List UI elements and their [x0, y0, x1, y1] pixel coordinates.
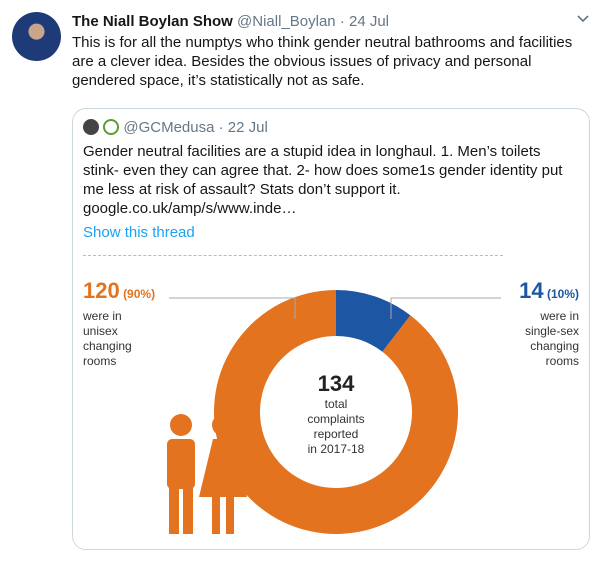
- center-label-line: complaints: [307, 412, 365, 426]
- chart-image[interactable]: 120 (90%) were in unisex changing rooms …: [73, 249, 589, 549]
- donut-segment: [214, 290, 458, 534]
- quote-handle[interactable]: @GCMedusa: [123, 119, 215, 136]
- tweet-text: This is for all the numptys who think ge…: [72, 34, 573, 89]
- author-name[interactable]: The Niall Boylan Show: [72, 13, 233, 30]
- separator: ·: [218, 119, 224, 136]
- value-label: 14: [519, 278, 544, 303]
- leader-line: [390, 297, 501, 319]
- category-label: were in single-sex changing rooms: [524, 309, 579, 368]
- leader-line: [169, 297, 296, 319]
- percent-label: (90%): [123, 287, 156, 301]
- quote-avatar: [83, 119, 99, 135]
- show-thread[interactable]: Show this thread: [83, 224, 195, 241]
- value-label: 120: [83, 278, 120, 303]
- quote-text: Gender neutral facilities are a stupid i…: [83, 143, 563, 198]
- category-label: were in unisex changing rooms: [83, 309, 132, 368]
- avatar[interactable]: [12, 12, 61, 61]
- quote-link[interactable]: google.co.uk/amp/s/www.inde…: [83, 200, 297, 217]
- percent-label: (10%): [546, 287, 579, 301]
- separator: ·: [339, 13, 345, 30]
- total-label: 134: [317, 371, 355, 396]
- center-label: total complaints reported in 2017-18: [286, 397, 386, 457]
- quote-date[interactable]: 22 Jul: [227, 119, 268, 136]
- pictogram: [167, 414, 247, 534]
- menu-chevron[interactable]: [576, 14, 590, 24]
- donut-segment: [336, 290, 411, 352]
- quote-icon: [103, 119, 120, 135]
- center-label-line: in 2017-18: [307, 442, 365, 456]
- center-label-line: total: [324, 397, 348, 411]
- handle[interactable]: @Niall_Boylan: [237, 13, 336, 30]
- quoted-tweet[interactable]: @GCMedusa · 22 Jul Gender neutral facili…: [72, 108, 590, 550]
- date[interactable]: 24 Jul: [348, 13, 390, 30]
- donut-chart: [167, 290, 501, 534]
- cropped-caption: [83, 249, 503, 256]
- center-label-line: reported: [313, 427, 359, 441]
